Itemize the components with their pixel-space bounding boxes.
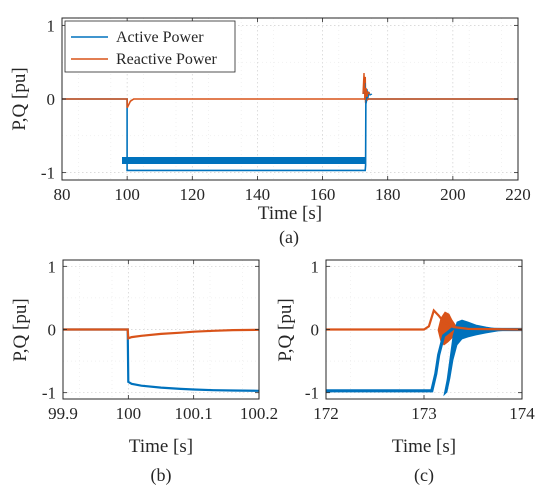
- reactive-power-line-c: [326, 308, 522, 331]
- legend-label-reactive: Reactive Power: [116, 51, 218, 68]
- x-tick-label: 173: [411, 404, 437, 423]
- caption-a: (a): [279, 227, 299, 248]
- x-tick-label: 200: [440, 185, 466, 204]
- x-tick-label: 80: [54, 185, 71, 204]
- legend-label-active: Active Power: [116, 29, 204, 46]
- reactive-spike-a: [362, 72, 371, 101]
- xlabel-b: Time [s]: [129, 436, 193, 457]
- ticklabels-c: 172 173 174 1 0 -1: [305, 257, 535, 423]
- ticklabels-a: 80 100 120 140 160 180 200 220 1 0 -1: [41, 16, 531, 204]
- curves-b: [63, 328, 259, 392]
- legend-box: [64, 20, 236, 73]
- y-tick-label: 0: [311, 321, 320, 340]
- x-tick-label: 100.2: [240, 404, 278, 423]
- x-tick-label: 174: [509, 404, 535, 423]
- y-tick-label: 1: [48, 257, 57, 276]
- y-tick-label: -1: [41, 164, 55, 183]
- x-tick-label: 120: [180, 185, 206, 204]
- y-tick-label: -1: [42, 384, 56, 403]
- x-tick-label: 100.1: [175, 404, 213, 423]
- reactive-power-line-b: [63, 328, 259, 340]
- caption-b: (b): [151, 465, 172, 486]
- panel-a: 80 100 120 140 160 180 200 220 1 0 -1 Time [s] P,Q…: [9, 16, 531, 248]
- curves-c: [326, 308, 522, 397]
- panel-c: 172 173 174 1 0 -1 Time [s] P,Q [pu] (c): [275, 257, 535, 486]
- active-power-line-b: [63, 328, 259, 392]
- x-tick-label: 100: [114, 185, 140, 204]
- ticks-c: [325, 260, 523, 399]
- reactive-power-line-a: [62, 76, 518, 109]
- xlabel-a: Time [s]: [258, 203, 322, 224]
- ticklabels-b: 99.9 100 100.1 100.2 1 0 -1: [42, 257, 278, 423]
- y-tick-label: -1: [305, 384, 319, 403]
- x-tick-label: 99.9: [48, 404, 78, 423]
- x-tick-label: 100: [116, 404, 142, 423]
- y-tick-label: 1: [311, 257, 320, 276]
- active-power-line-a: [62, 91, 518, 172]
- ticks-a: [61, 18, 519, 180]
- active-power-fill-a: [122, 157, 365, 164]
- ylabel-b: P,Q [pu]: [10, 298, 31, 361]
- y-tick-label: 0: [47, 90, 56, 109]
- x-tick-label: 220: [505, 185, 531, 204]
- x-tick-label: 160: [310, 185, 336, 204]
- caption-c: (c): [414, 465, 434, 486]
- y-tick-label: 1: [47, 16, 56, 35]
- x-tick-label: 180: [375, 185, 401, 204]
- x-tick-label: 140: [245, 185, 271, 204]
- curves-a: [62, 72, 518, 172]
- y-tick-label: 0: [48, 321, 57, 340]
- xlabel-c: Time [s]: [392, 436, 456, 457]
- x-tick-label: 172: [313, 404, 339, 423]
- legend: Active Power Reactive Power: [64, 20, 236, 73]
- ylabel-a: P,Q [pu]: [9, 67, 30, 130]
- panel-b: 99.9 100 100.1 100.210-1 Time [s] P,Q [pu] …: [10, 257, 278, 486]
- ylabel-c: P,Q [pu]: [275, 298, 296, 361]
- ticks-b: [62, 260, 260, 399]
